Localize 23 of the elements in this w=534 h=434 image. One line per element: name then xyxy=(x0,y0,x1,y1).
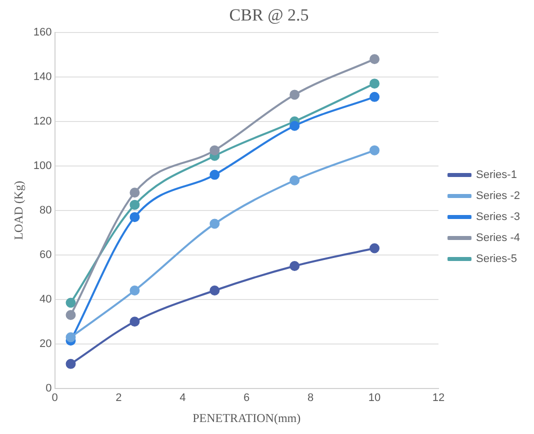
legend-label: Series -4 xyxy=(476,232,520,244)
x-tick-label: 4 xyxy=(180,392,186,404)
y-tick-label: 20 xyxy=(40,338,52,350)
x-tick-label: 8 xyxy=(308,392,314,404)
y-tick-label: 0 xyxy=(46,382,52,394)
legend-label: Series-1 xyxy=(476,169,517,182)
y-tick-label: 100 xyxy=(33,160,52,172)
chart-title: CBR @ 2.5 xyxy=(229,6,309,25)
x-tick-label: 6 xyxy=(244,392,250,404)
y-tick-label: 120 xyxy=(33,115,52,128)
y-tick-label: 160 xyxy=(33,26,52,38)
x-tick-label: 2 xyxy=(116,392,122,404)
x-axis-title: PENETRATION(mm) xyxy=(192,410,301,425)
x-tick-label: 10 xyxy=(368,392,381,404)
y-tick-label: 40 xyxy=(40,293,52,306)
legend-label: Series -2 xyxy=(476,190,520,202)
x-tick-label: 12 xyxy=(432,392,445,404)
y-tick-label: 60 xyxy=(40,248,52,261)
legend-label: Series-5 xyxy=(476,253,517,266)
y-tick-label: 80 xyxy=(40,204,52,216)
y-axis-title: LOAD (Kg) xyxy=(11,180,26,240)
y-tick-label: 140 xyxy=(33,70,52,83)
legend-label: Series -3 xyxy=(476,211,520,224)
